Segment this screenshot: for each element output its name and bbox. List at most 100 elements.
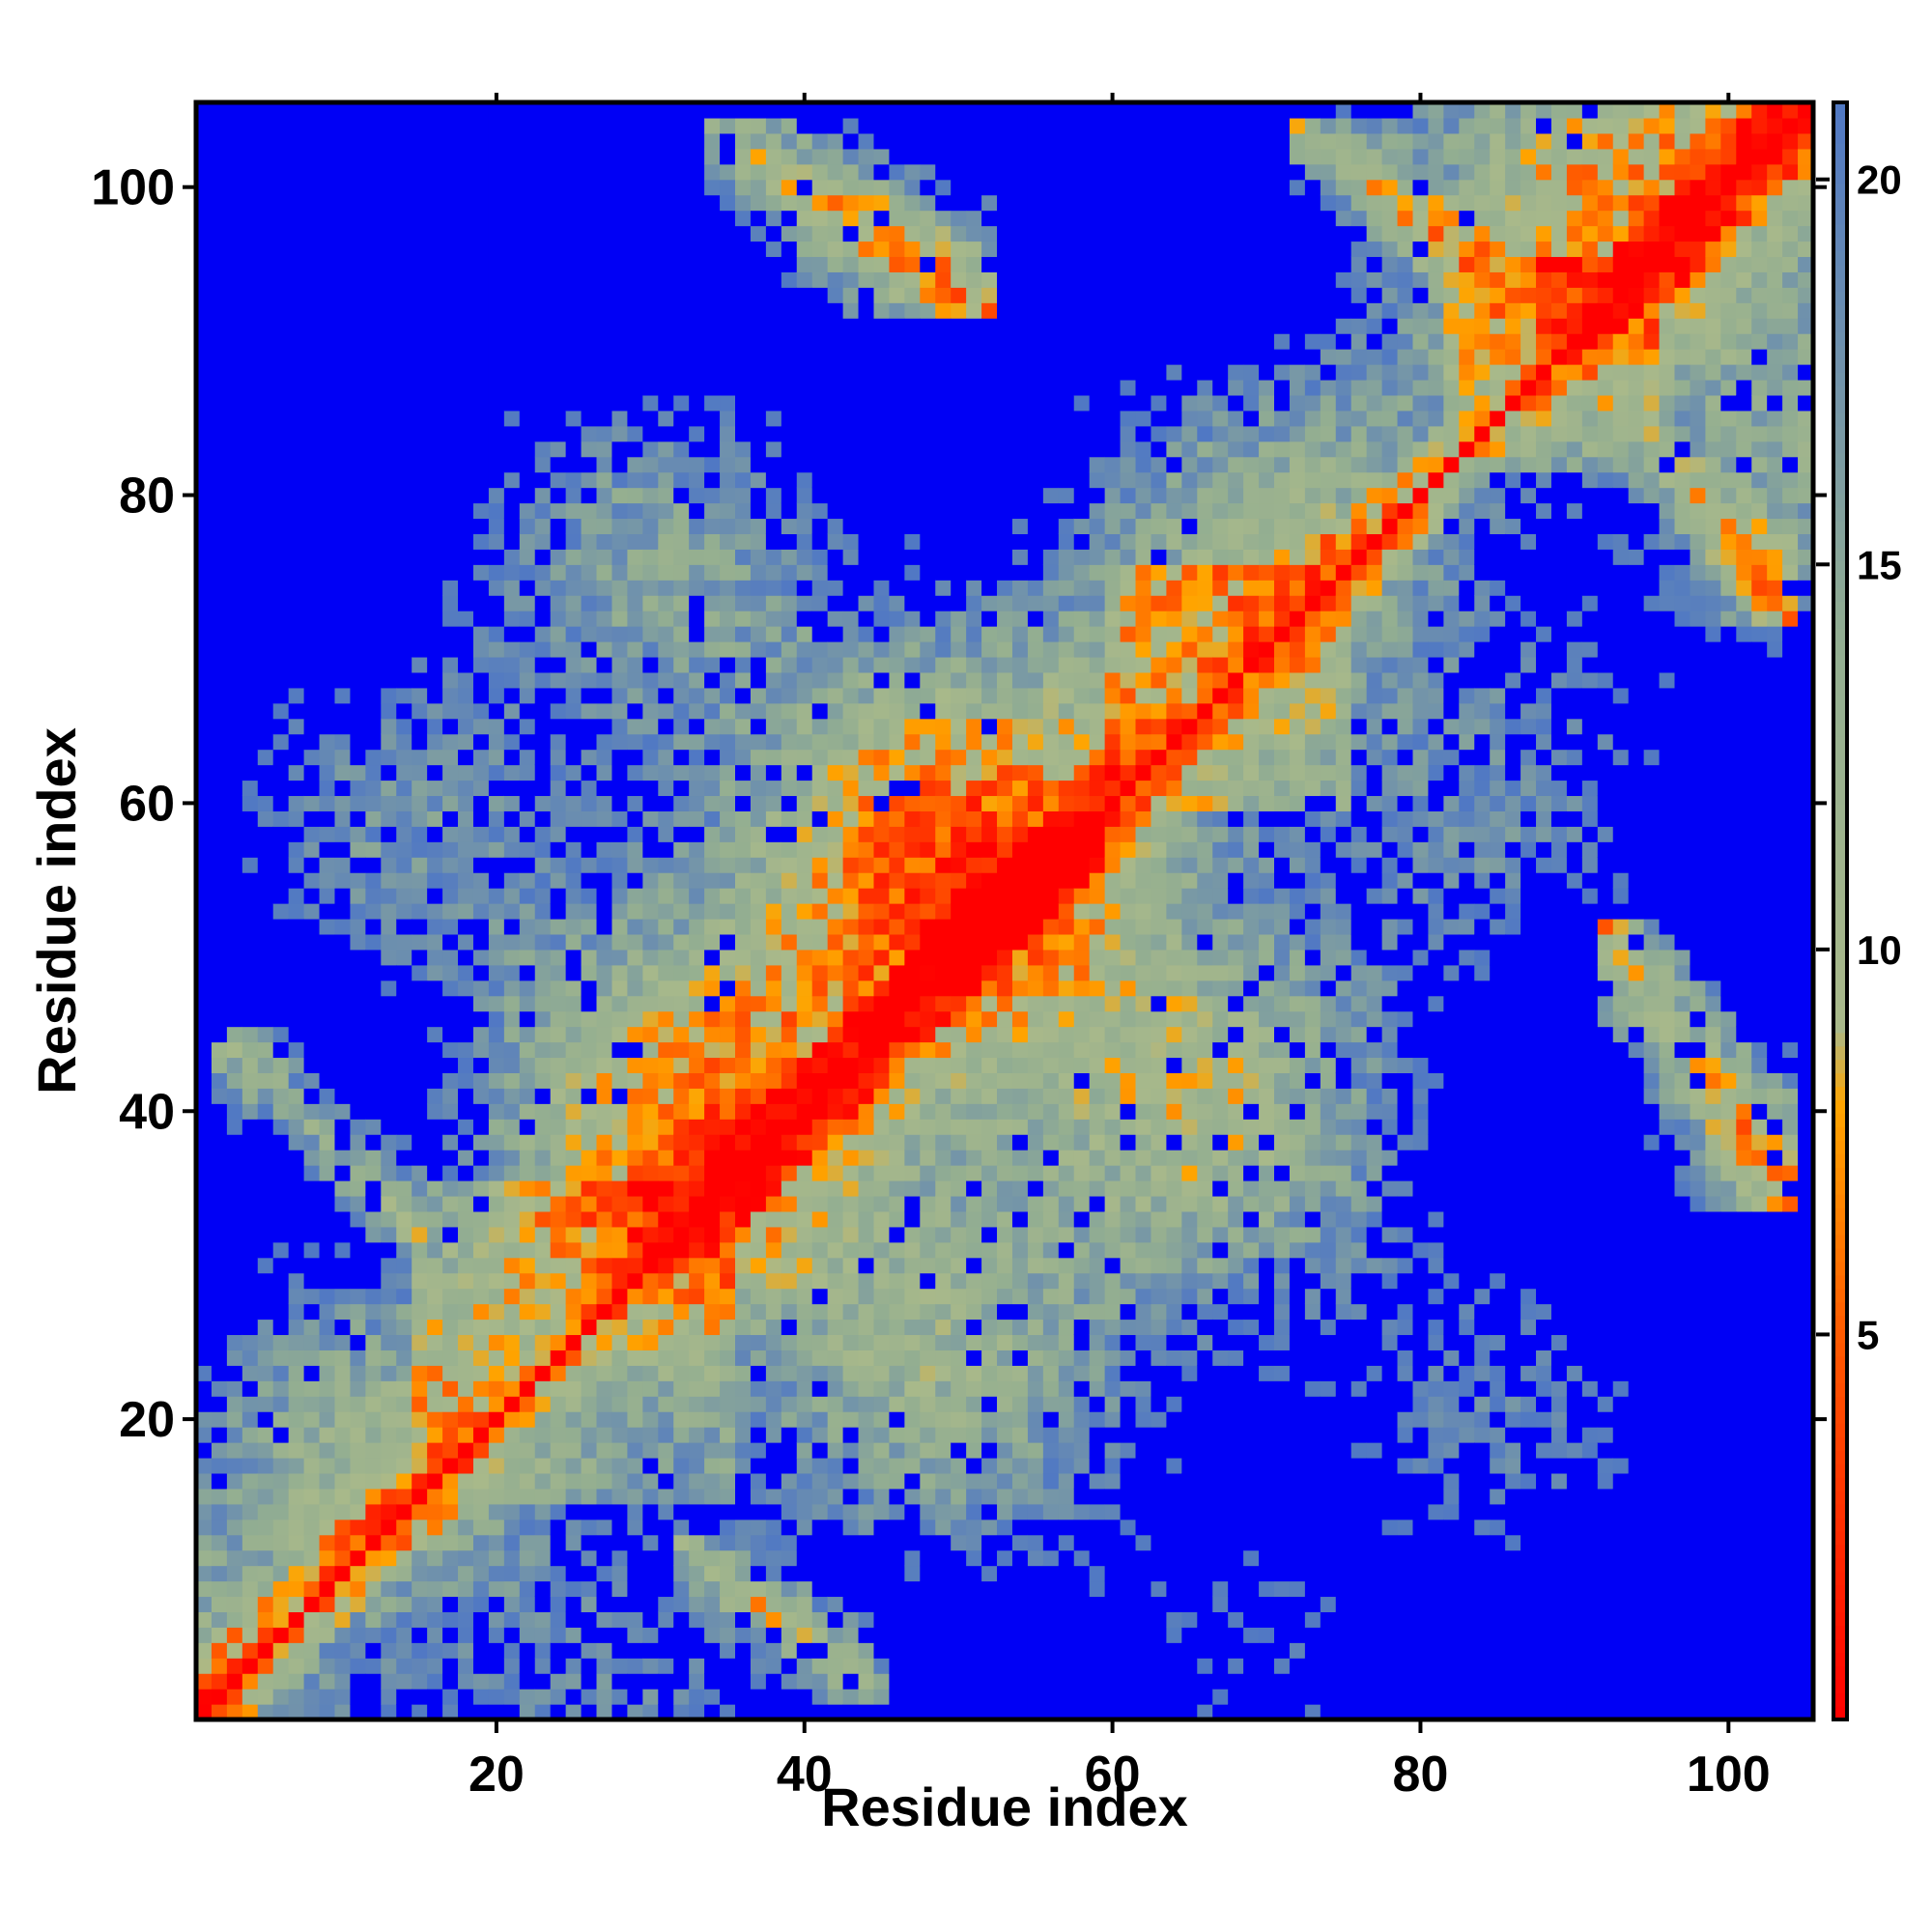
- heatmap-cell: [442, 1611, 459, 1628]
- heatmap-cell: [458, 533, 474, 550]
- heatmap-cell: [904, 656, 921, 673]
- heatmap-cell: [303, 487, 321, 504]
- heatmap-cell: [427, 1288, 443, 1305]
- heatmap-cell: [381, 394, 397, 412]
- heatmap-cell: [427, 1442, 443, 1459]
- heatmap-cell: [334, 933, 352, 951]
- heatmap-cell: [412, 795, 428, 811]
- heatmap-cell: [781, 1334, 798, 1350]
- heatmap-cell: [196, 1303, 213, 1321]
- heatmap-cell: [658, 1241, 674, 1259]
- heatmap-cell: [673, 1350, 690, 1366]
- heatmap-cell: [765, 287, 782, 303]
- heatmap-cell: [550, 225, 567, 242]
- heatmap-cell: [519, 733, 536, 751]
- heatmap-cell: [488, 1241, 505, 1259]
- heatmap-cell: [596, 163, 613, 181]
- heatmap-cell: [781, 1549, 798, 1567]
- heatmap-cell: [303, 933, 321, 951]
- heatmap-cell: [827, 1457, 844, 1474]
- heatmap-cell: [427, 1057, 443, 1073]
- heatmap-cell: [396, 1350, 412, 1366]
- heatmap-cell: [396, 1226, 412, 1243]
- heatmap-cell: [858, 687, 875, 704]
- heatmap-cell: [303, 564, 321, 581]
- heatmap-cell: [211, 502, 228, 520]
- heatmap-cell: [488, 857, 505, 873]
- heatmap-cell: [750, 1180, 767, 1197]
- heatmap-cell: [735, 1041, 752, 1059]
- heatmap-cell: [596, 733, 613, 751]
- heatmap-cell: [565, 271, 582, 288]
- heatmap-cell: [503, 1673, 521, 1690]
- heatmap-cell: [858, 549, 875, 565]
- heatmap-cell: [873, 1442, 891, 1459]
- heatmap-cell: [627, 210, 643, 227]
- heatmap-cell: [735, 132, 752, 150]
- heatmap-cell: [689, 1103, 705, 1120]
- heatmap-cell: [842, 1442, 860, 1459]
- heatmap-cell: [689, 379, 705, 396]
- heatmap-cell: [272, 379, 290, 396]
- heatmap-cell: [472, 964, 490, 981]
- heatmap-cell: [842, 964, 860, 981]
- heatmap-cell: [288, 1303, 305, 1321]
- heatmap-cell: [272, 502, 290, 520]
- heatmap-cell: [842, 749, 860, 766]
- heatmap-cell: [211, 1658, 228, 1674]
- heatmap-cell: [689, 1134, 705, 1151]
- heatmap-cell: [458, 918, 474, 935]
- heatmap-cell: [226, 518, 243, 534]
- heatmap-cell: [365, 1503, 382, 1520]
- heatmap-cell: [488, 626, 505, 642]
- heatmap-cell: [381, 656, 397, 673]
- heatmap-cell: [720, 687, 736, 704]
- heatmap-cell: [811, 225, 829, 242]
- heatmap-cell: [488, 425, 505, 442]
- heatmap-cell: [889, 1350, 905, 1366]
- heatmap-cell: [365, 1072, 382, 1089]
- heatmap-cell: [442, 1380, 459, 1397]
- heatmap-cell: [842, 1241, 860, 1259]
- heatmap-cell: [581, 764, 598, 781]
- heatmap-cell: [889, 102, 905, 119]
- heatmap-cell: [765, 1119, 782, 1135]
- heatmap-cell: [581, 611, 598, 627]
- heatmap-cell: [689, 1226, 705, 1243]
- heatmap-cell: [412, 1026, 428, 1043]
- heatmap-cell: [381, 1026, 397, 1043]
- heatmap-cell: [211, 749, 228, 766]
- heatmap-cell: [458, 1165, 474, 1181]
- heatmap-cell: [565, 1257, 582, 1274]
- heatmap-cell: [365, 1319, 382, 1336]
- heatmap-cell: [765, 1503, 782, 1520]
- heatmap-cell: [765, 780, 782, 797]
- heatmap-cell: [519, 302, 536, 319]
- heatmap-cell: [242, 1365, 259, 1381]
- heatmap-cell: [581, 718, 598, 735]
- heatmap-cell: [412, 903, 428, 920]
- heatmap-cell: [735, 826, 752, 842]
- heatmap-cell: [503, 1365, 521, 1381]
- heatmap-cell: [627, 1010, 643, 1028]
- heatmap-cell: [242, 1704, 259, 1720]
- heatmap-cell: [611, 857, 628, 873]
- heatmap-cell: [503, 872, 521, 889]
- heatmap-cell: [765, 394, 782, 412]
- heatmap-cell: [873, 1288, 891, 1305]
- heatmap-cell: [412, 502, 428, 520]
- heatmap-cell: [226, 194, 243, 212]
- heatmap-cell: [811, 179, 829, 196]
- heatmap-cell: [503, 595, 521, 611]
- heatmap-cell: [272, 410, 290, 427]
- heatmap-cell: [704, 1226, 721, 1243]
- heatmap-cell: [257, 349, 274, 365]
- heatmap-cell: [811, 349, 829, 365]
- heatmap-cell: [735, 1350, 752, 1366]
- heatmap-cell: [565, 518, 582, 534]
- heatmap-cell: [765, 1519, 782, 1536]
- heatmap-cell: [288, 1365, 305, 1381]
- heatmap-cell: [720, 1041, 736, 1059]
- heatmap-cell: [796, 1534, 813, 1551]
- heatmap-cell: [272, 1673, 290, 1690]
